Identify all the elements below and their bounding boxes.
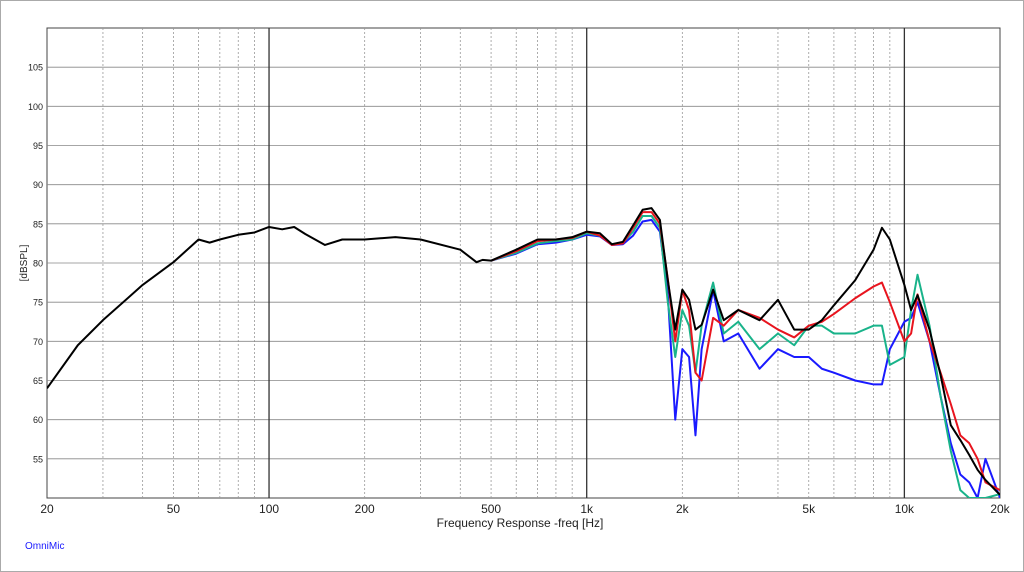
y-tick-label: 55 [33, 454, 43, 464]
x-tick-label: 5k [802, 502, 816, 516]
y-tick-label: 90 [33, 180, 43, 190]
y-axis-label: [dBSPL] [19, 244, 30, 281]
y-tick-label: 105 [28, 63, 43, 73]
x-tick-label: 20 [40, 502, 54, 516]
y-tick-label: 95 [33, 141, 43, 151]
y-tick-label: 80 [33, 259, 43, 269]
x-tick-label: 10k [895, 502, 915, 516]
y-tick-label: 70 [33, 337, 43, 347]
grid [47, 28, 1000, 498]
footnote: OmniMic [25, 541, 64, 552]
y-tick-label: 85 [33, 219, 43, 229]
x-tick-label: 100 [259, 502, 279, 516]
x-tick-label: 500 [481, 502, 501, 516]
x-tick-label: 50 [167, 502, 181, 516]
x-tick-label: 20k [990, 502, 1010, 516]
y-tick-label: 75 [33, 298, 43, 308]
y-tick-label: 100 [28, 102, 43, 112]
y-tick-label: 60 [33, 415, 43, 425]
x-axis-label: Frequency Response -freq [Hz] [437, 516, 604, 530]
series-line [47, 207, 1000, 496]
y-tick-label: 65 [33, 376, 43, 386]
x-tick-label: 200 [355, 502, 375, 516]
x-tick-label: 1k [580, 502, 594, 516]
lines [47, 207, 1000, 498]
x-tick-label: 2k [676, 502, 690, 516]
